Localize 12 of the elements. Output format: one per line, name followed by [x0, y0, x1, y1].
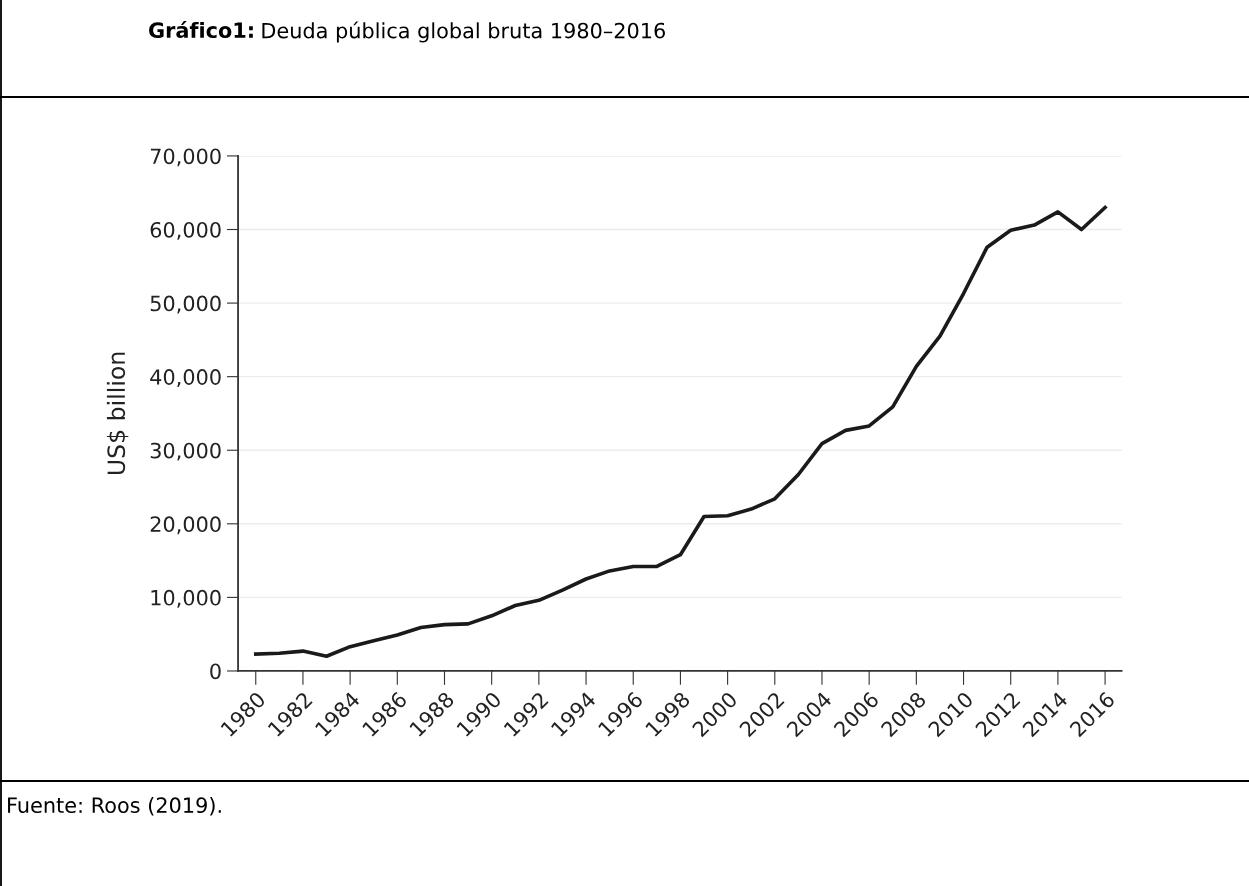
y-tick-label: 10,000: [151, 589, 221, 608]
y-axis-title: US$ billion: [106, 352, 129, 475]
y-tick-label: 60,000: [150, 221, 221, 240]
chart-title: Gráfico1: Deuda pública global bruta 1980–2016: [149, 21, 665, 43]
y-tick-label: 20,000: [150, 516, 221, 535]
y-tick-label: 30,000: [150, 442, 221, 461]
y-tick-label: 0: [210, 663, 221, 680]
y-tick-label: 70,000: [150, 148, 221, 167]
line-series: [253, 205, 1107, 659]
source-note: Fuente: Roos (2019).: [8, 796, 221, 816]
y-tick-label: 50,000: [150, 295, 221, 314]
y-tick-label: 40,000: [150, 369, 221, 387]
